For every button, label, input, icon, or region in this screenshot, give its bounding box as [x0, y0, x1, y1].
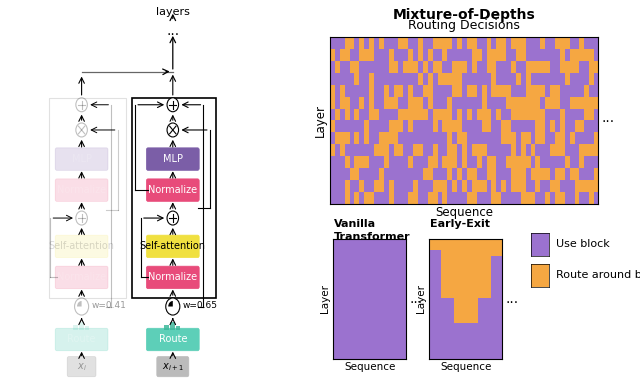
Text: ...: ... — [410, 292, 422, 306]
Wedge shape — [168, 301, 173, 307]
FancyBboxPatch shape — [55, 328, 108, 351]
Text: w=0.41: w=0.41 — [92, 301, 127, 310]
FancyBboxPatch shape — [147, 148, 199, 170]
Bar — [132, 98, 216, 298]
FancyBboxPatch shape — [55, 148, 108, 170]
X-axis label: Sequence: Sequence — [344, 362, 396, 372]
Text: ...: ... — [166, 24, 179, 38]
Text: Early-Exit: Early-Exit — [430, 219, 490, 229]
Circle shape — [167, 211, 179, 225]
Circle shape — [76, 98, 87, 112]
FancyBboxPatch shape — [55, 266, 108, 289]
FancyBboxPatch shape — [147, 179, 199, 201]
Text: w=0.65: w=0.65 — [183, 301, 218, 310]
Circle shape — [167, 123, 179, 137]
Bar — [49, 98, 125, 298]
Text: Normalize: Normalize — [148, 272, 197, 282]
Circle shape — [76, 123, 87, 137]
Text: ...: ... — [506, 292, 518, 306]
Text: Route: Route — [159, 334, 187, 345]
FancyBboxPatch shape — [157, 357, 189, 377]
X-axis label: Sequence: Sequence — [440, 362, 492, 372]
Circle shape — [76, 211, 87, 225]
Text: Normalize: Normalize — [57, 272, 106, 282]
Text: ...: ... — [602, 111, 615, 125]
Text: Vanilla
Transformer: Vanilla Transformer — [334, 219, 411, 242]
Y-axis label: Layer: Layer — [320, 284, 330, 313]
Bar — [170, 322, 175, 330]
Text: Self-attention: Self-attention — [140, 241, 206, 251]
FancyBboxPatch shape — [147, 235, 199, 258]
Text: MLP: MLP — [163, 154, 183, 164]
FancyBboxPatch shape — [147, 266, 199, 289]
Text: MLP: MLP — [72, 154, 92, 164]
Circle shape — [167, 98, 179, 112]
Text: Self-attention: Self-attention — [49, 241, 115, 251]
Text: Mixture-of-Depths: Mixture-of-Depths — [392, 8, 536, 22]
FancyBboxPatch shape — [67, 357, 96, 377]
Text: Routing Decisions: Routing Decisions — [408, 19, 520, 33]
Bar — [176, 326, 180, 330]
X-axis label: Sequence: Sequence — [435, 206, 493, 220]
Text: Use block: Use block — [556, 239, 609, 249]
Text: $x_{i+1}$: $x_{i+1}$ — [162, 361, 184, 372]
Y-axis label: Layer: Layer — [416, 284, 426, 313]
Bar — [164, 325, 169, 330]
Circle shape — [74, 298, 88, 315]
Bar — [79, 322, 83, 330]
Text: Normalize: Normalize — [57, 185, 106, 195]
FancyBboxPatch shape — [55, 235, 108, 258]
FancyBboxPatch shape — [55, 179, 108, 201]
Text: layers: layers — [156, 7, 189, 17]
Text: Normalize: Normalize — [148, 185, 197, 195]
FancyBboxPatch shape — [147, 328, 199, 351]
Text: $x_i$: $x_i$ — [77, 361, 86, 372]
Text: Route: Route — [67, 334, 96, 345]
Circle shape — [166, 298, 180, 315]
Text: Route around block: Route around block — [556, 270, 640, 281]
Bar — [73, 325, 78, 330]
Wedge shape — [77, 301, 82, 307]
Y-axis label: Layer: Layer — [314, 104, 327, 137]
Bar — [84, 326, 90, 330]
